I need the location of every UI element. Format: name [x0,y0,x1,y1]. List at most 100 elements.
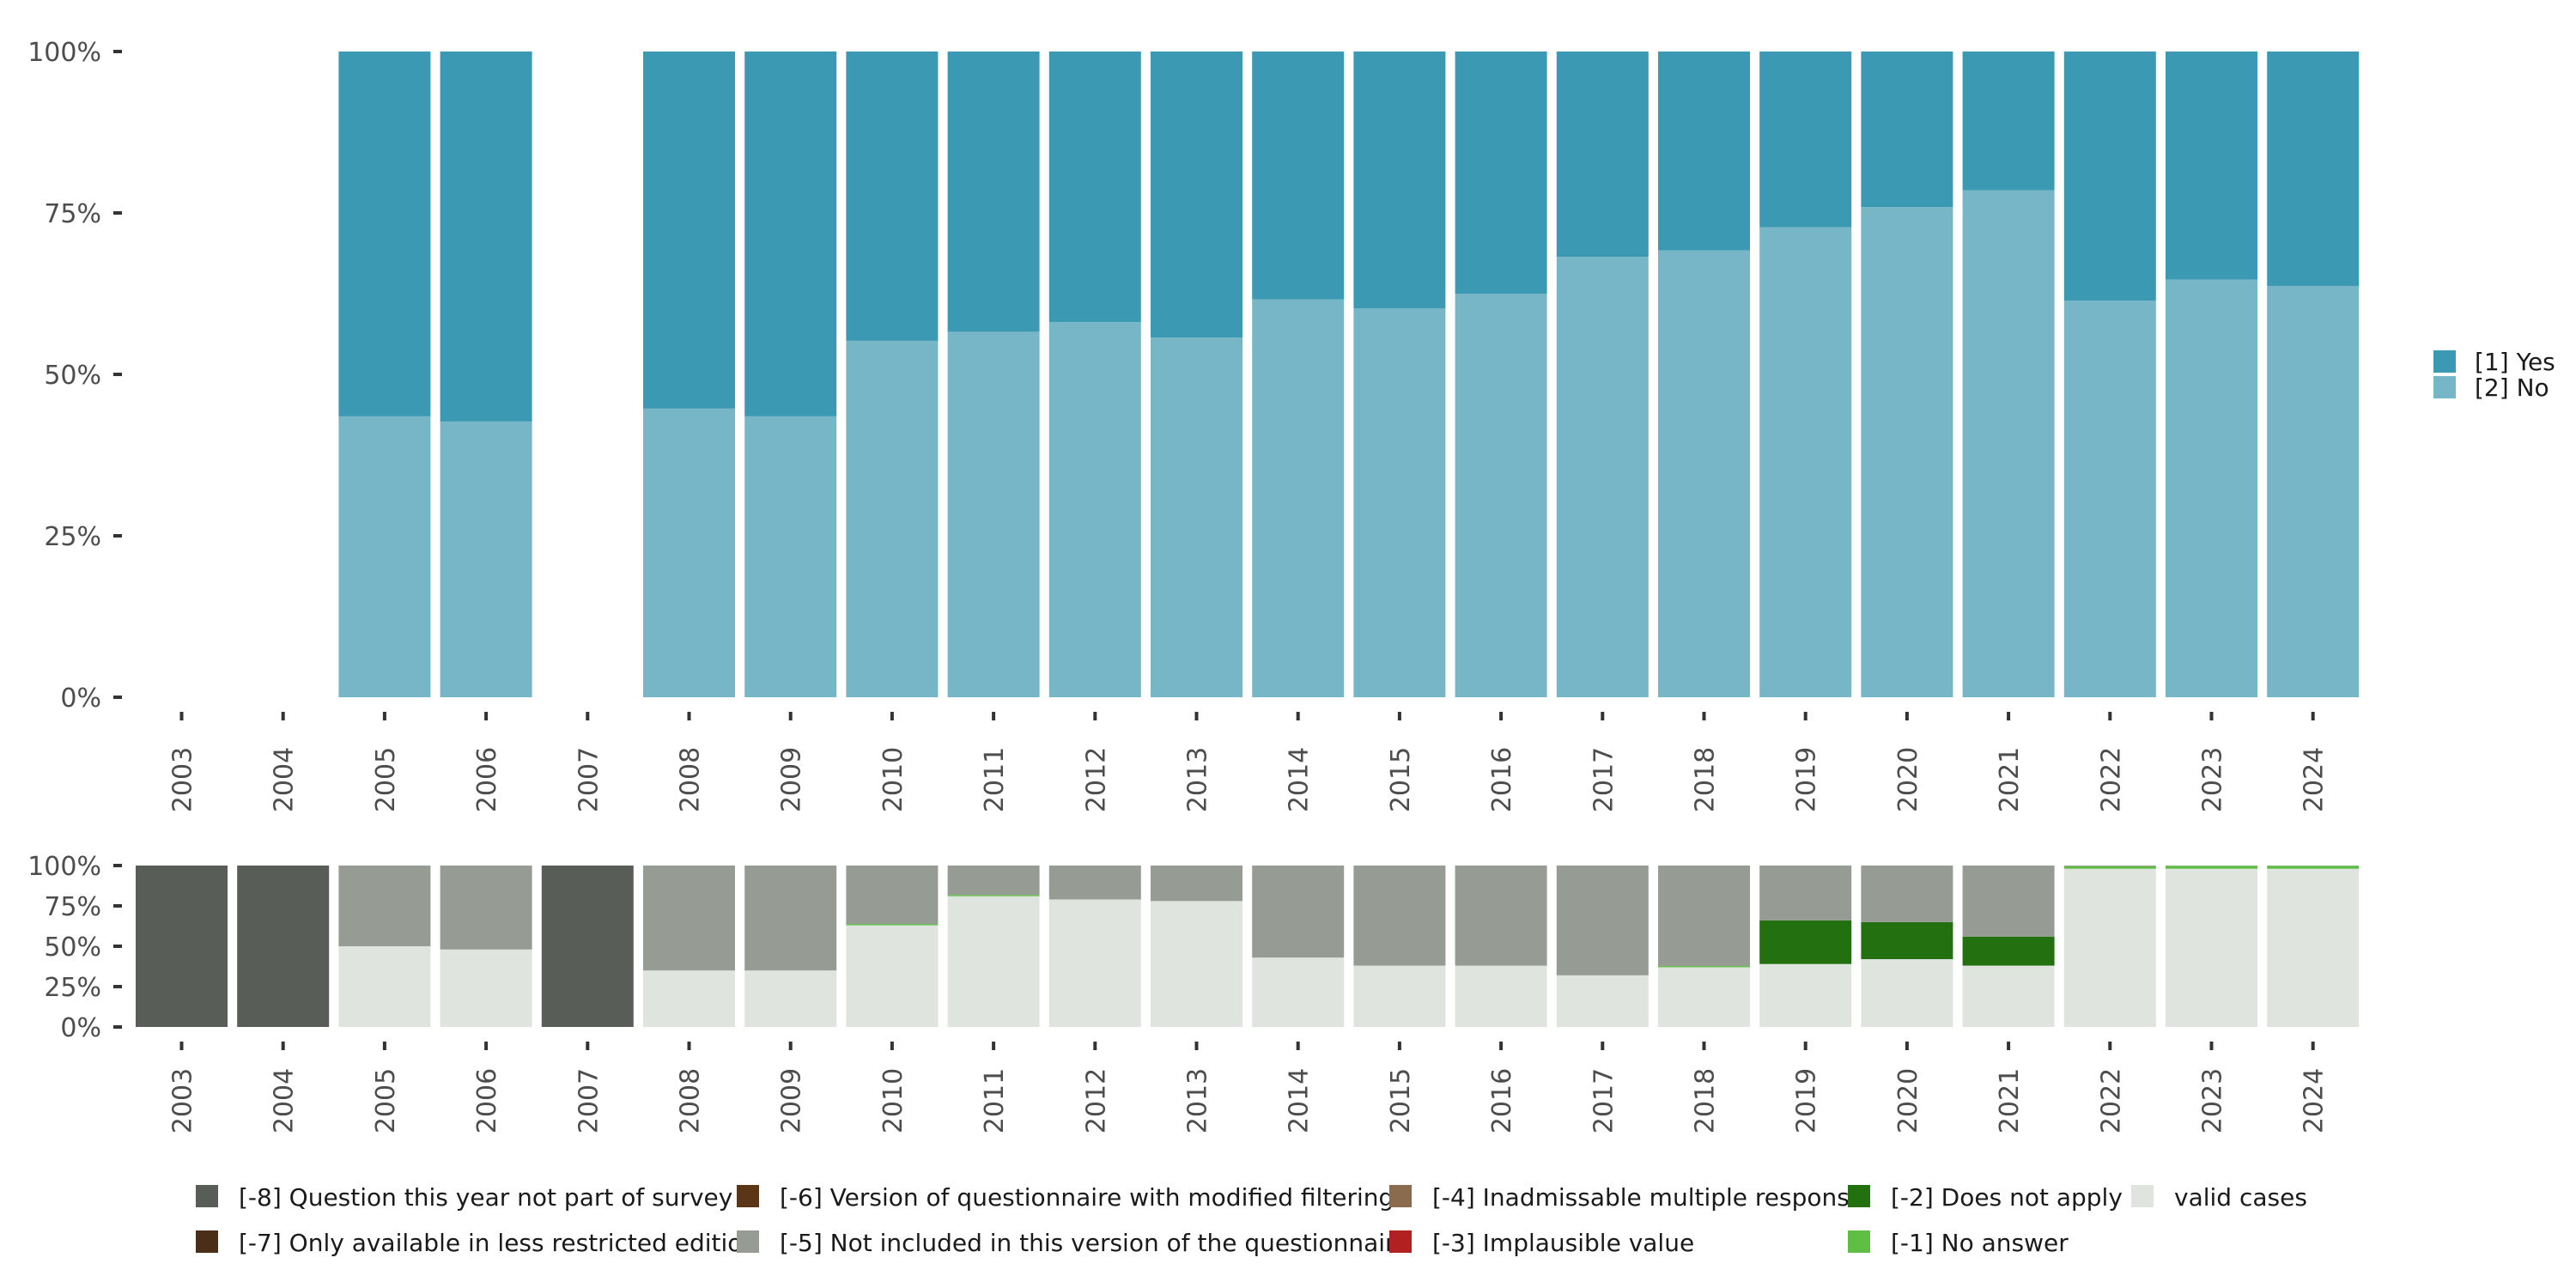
bar-segment-2-no-2015 [1353,308,1446,697]
legend-swatch-2-no [2433,376,2456,398]
bar-segment-5-not-included-in-this-version-of-the-questionnaire-2021 [1962,866,2055,937]
bar-segment-2-no-2010 [846,340,939,697]
bar-segment-5-not-included-in-this-version-of-the-questionnaire-2020 [1861,866,1953,922]
x-tick-label-2008: 2008 [676,747,706,812]
bar-segment-valid-cases-2014 [1252,957,1345,1027]
bar-segment-2-no-2014 [1252,299,1345,697]
bar-segment-5-not-included-in-this-version-of-the-questionnaire-2014 [1252,866,1345,958]
bar-segment-1-yes-2022 [2063,52,2156,301]
bar-segment-1-yes-2009 [744,52,837,416]
x-tick-label-2021: 2021 [1995,1068,2025,1133]
bar-segment-valid-cases-2017 [1556,975,1649,1027]
x-tick-label-2016: 2016 [1487,1068,1517,1133]
bar-segment-2-no-2022 [2063,301,2156,697]
x-tick-label-2004: 2004 [270,747,300,812]
x-tick-label-2010: 2010 [878,747,908,812]
bar-segment-2-no-2006 [440,421,532,697]
bar-segment-2-no-2005 [338,416,431,697]
x-tick-label-2020: 2020 [1893,747,1923,812]
legend-label-4-inadmissable-multiple-response: [-4] Inadmissable multiple response [1432,1183,1864,1212]
bar-segment-1-yes-2013 [1151,52,1242,338]
bar-segment-1-no-answer-2011 [947,895,1040,896]
x-tick-label-2011: 2011 [980,747,1010,812]
bar-segment-1-no-answer-2018 [1658,965,1750,968]
legend-label-1-no-answer: [-1] No answer [1891,1229,2069,1257]
bar-segment-2-no-2021 [1962,190,2055,697]
legend-swatch-valid-cases [2131,1185,2154,1207]
bar-segment-1-no-answer-2024 [2267,866,2360,869]
bar-segment-valid-cases-2015 [1353,965,1446,1027]
bar-segment-2-no-2019 [1759,227,1852,697]
y-tick-label: 75% [44,892,101,922]
main-chart-panel: 0% 25% 50% 75% 100% 2003 2004 2005 2006 2007 2008 2… [27,38,2360,812]
bar-segment-2-no-2023 [2166,279,2257,697]
bar-segment-8-question-this-year-not-part-of-survey-2003 [136,866,228,1027]
x-tick-label-2009: 2009 [777,747,807,812]
x-tick-label-2022: 2022 [2096,747,2126,812]
bar-segment-1-yes-2020 [1861,52,1953,208]
legend-swatch-1-no-answer [1848,1230,1870,1253]
bar-segment-5-not-included-in-this-version-of-the-questionnaire-2017 [1556,866,1649,975]
y-tick-label: 50% [44,933,101,963]
bar-segment-2-no-2011 [947,331,1040,697]
y-tick-label: 50% [44,361,101,391]
bar-segment-1-yes-2021 [1962,52,2055,191]
y-tick-label: 25% [44,973,101,1003]
legend-swatch-6-version-of-questionnaire-with-modified-filtering [737,1185,759,1207]
legend-label-5-not-included-in-this-version-of-the-questionnaire: [-5] Not included in this version of the… [780,1229,1409,1257]
bar-segment-2-does-not-apply-2021 [1962,936,2055,966]
bar-segment-2-no-2013 [1151,337,1242,697]
x-tick-label-2004: 2004 [270,1068,300,1133]
bar-segment-1-yes-2005 [338,52,431,416]
missing-chart-panel: 0% 25% 50% 75% 100% 2003 2004 2005 2006 2007 2008 2… [27,852,2360,1133]
x-tick-label-2022: 2022 [2096,1068,2126,1133]
bar-segment-1-yes-2008 [643,52,735,409]
bar-segment-valid-cases-2008 [643,970,735,1027]
bar-segment-2-no-2018 [1658,250,1750,698]
bar-segment-5-not-included-in-this-version-of-the-questionnaire-2018 [1658,866,1750,966]
bar-segment-valid-cases-2022 [2063,868,2156,1027]
legend-label-3-implausible-value: [-3] Implausible value [1432,1229,1694,1257]
x-tick-label-2005: 2005 [371,1068,401,1133]
bar-segment-5-not-included-in-this-version-of-the-questionnaire-2019 [1759,866,1852,920]
bar-segment-valid-cases-2012 [1048,899,1141,1027]
bar-segment-1-yes-2017 [1556,52,1649,258]
bar-segment-1-yes-2010 [846,52,939,341]
x-tick-label-2007: 2007 [574,1068,604,1133]
bar-segment-8-question-this-year-not-part-of-survey-2007 [541,866,634,1027]
bar-segment-5-not-included-in-this-version-of-the-questionnaire-2011 [947,866,1040,896]
bar-segment-valid-cases-2010 [846,925,939,1027]
bar-segment-2-no-2009 [744,416,837,697]
legend-label-1-yes: [1] Yes [2475,348,2555,376]
bar-segment-2-no-2012 [1048,322,1141,697]
x-tick-label-2018: 2018 [1691,1068,1721,1133]
missing-legend: [-8] Question this year not part of surv… [196,1183,2307,1257]
legend-label-2-does-not-apply: [-2] Does not apply [1891,1183,2123,1212]
bar-segment-valid-cases-2005 [338,946,431,1027]
x-tick-label-2015: 2015 [1386,1068,1416,1133]
x-tick-label-2013: 2013 [1183,1068,1213,1133]
bar-segment-valid-cases-2016 [1455,965,1547,1027]
bar-segment-valid-cases-2019 [1759,963,1852,1027]
x-tick-label-2023: 2023 [2198,1068,2228,1133]
bar-segment-valid-cases-2020 [1861,959,1953,1027]
x-tick-label-2010: 2010 [878,1068,908,1133]
bar-segment-valid-cases-2023 [2166,868,2257,1027]
x-tick-label-2017: 2017 [1589,1068,1619,1133]
legend-swatch-2-does-not-apply [1848,1185,1870,1207]
y-tick-label: 25% [44,522,101,552]
bar-segment-5-not-included-in-this-version-of-the-questionnaire-2013 [1151,866,1242,902]
legend-swatch-5-not-included-in-this-version-of-the-questionnaire [737,1230,759,1253]
bar-segment-valid-cases-2006 [440,949,532,1027]
bar-segment-2-does-not-apply-2020 [1861,921,1953,960]
bar-segment-2-no-2008 [643,408,735,697]
x-tick-label-2014: 2014 [1285,1068,1315,1133]
x-tick-label-2008: 2008 [676,1068,706,1133]
bar-segment-valid-cases-2018 [1658,967,1750,1027]
legend-label-valid-cases: valid cases [2174,1183,2307,1212]
bar-segment-5-not-included-in-this-version-of-the-questionnaire-2010 [846,866,939,925]
legend-swatch-8-question-this-year-not-part-of-survey [196,1185,218,1207]
bar-segment-valid-cases-2024 [2267,868,2360,1027]
x-tick-label-2016: 2016 [1487,747,1517,812]
bar-segment-1-yes-2018 [1658,52,1750,251]
